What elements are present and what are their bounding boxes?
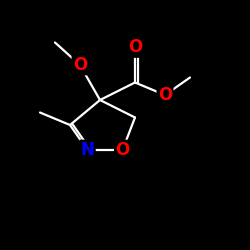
Text: N: N	[80, 141, 94, 159]
Text: O: O	[158, 86, 172, 104]
Text: O: O	[116, 141, 130, 159]
Text: O: O	[73, 56, 87, 74]
Text: O: O	[128, 38, 142, 56]
